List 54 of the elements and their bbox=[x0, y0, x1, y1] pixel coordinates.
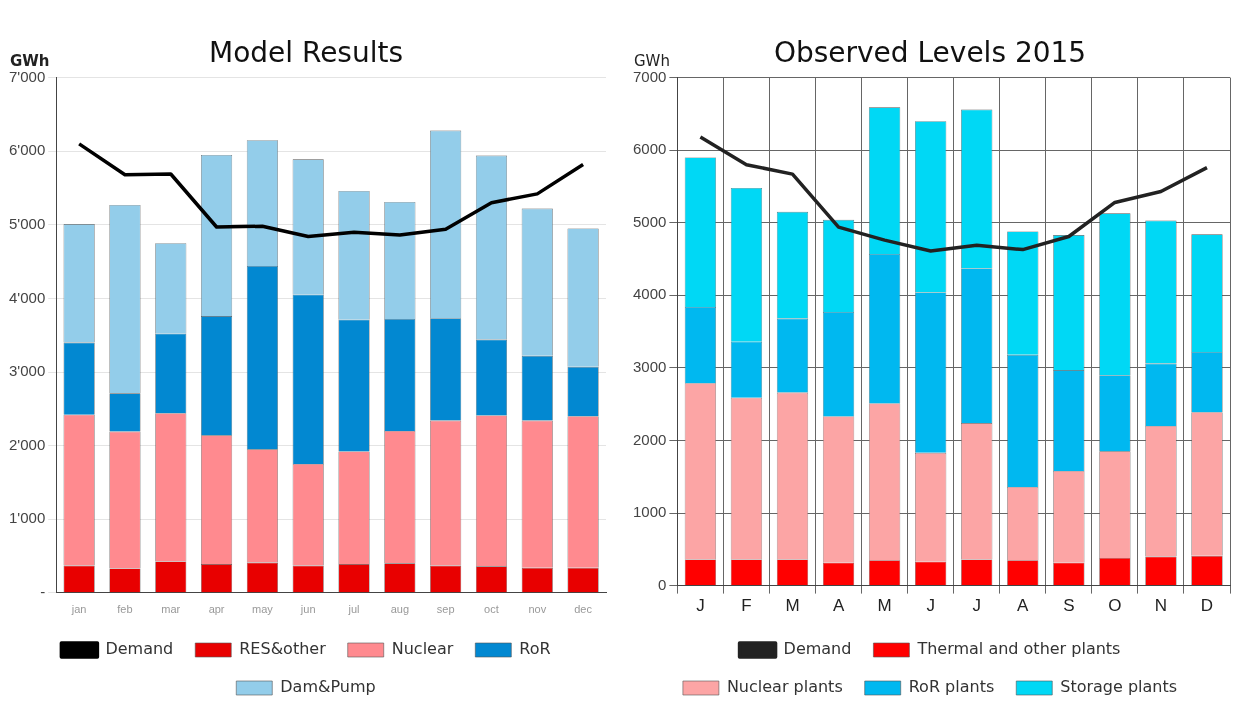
y-tick-label: - bbox=[40, 582, 46, 600]
x-tick-label: jul bbox=[347, 603, 360, 616]
x-tick-label: mar bbox=[161, 603, 181, 616]
x-tick-label: M bbox=[785, 596, 800, 616]
legend-label: Demand bbox=[105, 639, 174, 659]
legend-label: Thermal and other plants bbox=[916, 639, 1121, 659]
x-tick-label: J bbox=[696, 596, 705, 616]
y-tick-label: 5'000 bbox=[9, 214, 46, 232]
legend-label: Dam&Pump bbox=[280, 677, 376, 697]
x-tick-label: O bbox=[1108, 596, 1122, 616]
legend-label: Storage plants bbox=[1060, 677, 1178, 697]
x-tick-label: jun bbox=[299, 603, 316, 616]
x-tick-label: nov bbox=[528, 603, 547, 616]
y-tick-label: 3000 bbox=[632, 358, 667, 376]
y-tick-label: 6'000 bbox=[9, 141, 46, 159]
x-tick-label: may bbox=[252, 603, 274, 616]
legend-label: Demand bbox=[783, 639, 852, 659]
chart-title: Observed Levels 2015 bbox=[773, 36, 1087, 70]
legend-label: Nuclear bbox=[391, 639, 454, 659]
x-tick-label: dec bbox=[574, 603, 593, 616]
y-axis-title: GWh bbox=[10, 51, 50, 70]
legend-label: RES&other bbox=[239, 639, 327, 659]
y-tick-label: 6000 bbox=[632, 140, 667, 158]
legend-label: RoR bbox=[519, 639, 551, 659]
x-tick-label: apr bbox=[208, 603, 225, 616]
x-tick-label: M bbox=[877, 596, 892, 616]
y-axis-title: GWh bbox=[634, 51, 670, 70]
x-tick-label: A bbox=[832, 596, 845, 616]
y-tick-label: 2000 bbox=[632, 430, 667, 448]
y-tick-label: 1000 bbox=[632, 503, 667, 521]
legend-label: RoR plants bbox=[908, 677, 995, 697]
y-tick-label: 0 bbox=[658, 575, 667, 593]
x-tick-label: oct bbox=[484, 603, 499, 616]
y-tick-label: 4'000 bbox=[9, 288, 46, 306]
chart-title: Model Results bbox=[208, 36, 404, 70]
x-tick-label: J bbox=[972, 596, 981, 616]
y-tick-label: 4000 bbox=[632, 285, 667, 303]
legend-label: Nuclear plants bbox=[726, 677, 843, 697]
y-tick-label: 2'000 bbox=[9, 435, 46, 453]
x-tick-label: F bbox=[741, 596, 752, 616]
y-tick-label: 7000 bbox=[632, 67, 667, 85]
y-tick-label: 3'000 bbox=[9, 362, 46, 380]
y-tick-label: 1'000 bbox=[9, 509, 46, 527]
x-tick-label: N bbox=[1154, 596, 1168, 616]
y-tick-label: 5000 bbox=[632, 212, 667, 230]
x-tick-label: feb bbox=[117, 603, 133, 616]
x-tick-label: sep bbox=[436, 603, 455, 616]
y-tick-label: 7'000 bbox=[9, 67, 46, 85]
x-tick-label: D bbox=[1200, 596, 1214, 616]
x-tick-label: A bbox=[1017, 596, 1030, 616]
x-tick-label: jan bbox=[70, 603, 87, 616]
x-tick-label: S bbox=[1063, 596, 1075, 616]
x-tick-label: aug bbox=[390, 603, 410, 616]
x-tick-label: J bbox=[926, 596, 935, 616]
